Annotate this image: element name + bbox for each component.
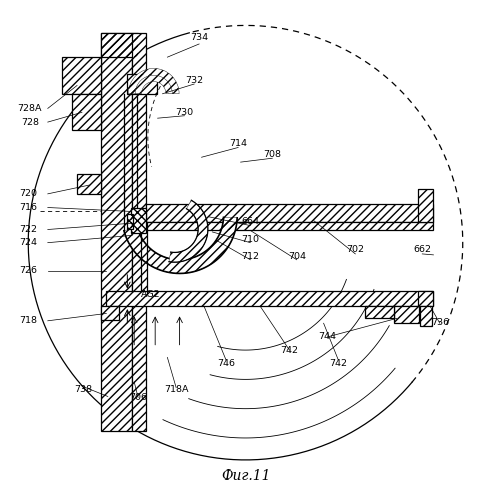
Text: 714: 714 bbox=[229, 139, 247, 148]
Text: 718: 718 bbox=[19, 316, 37, 326]
Text: Фиг.11: Фиг.11 bbox=[221, 468, 270, 482]
Text: 728: 728 bbox=[21, 118, 39, 126]
Bar bbox=[146, 222, 434, 230]
Text: 708: 708 bbox=[263, 150, 281, 160]
Bar bbox=[418, 189, 434, 222]
Bar bbox=[102, 32, 138, 57]
Text: 736: 736 bbox=[431, 318, 449, 327]
Text: 722: 722 bbox=[19, 225, 37, 234]
Text: 738: 738 bbox=[74, 384, 92, 394]
Text: 728A: 728A bbox=[18, 104, 42, 113]
Text: 742: 742 bbox=[329, 359, 347, 368]
Text: 702: 702 bbox=[346, 246, 364, 254]
Bar bbox=[394, 306, 419, 323]
Bar bbox=[127, 214, 133, 229]
Bar bbox=[365, 306, 394, 318]
Bar bbox=[107, 292, 434, 306]
Bar bbox=[146, 204, 434, 222]
Bar bbox=[131, 208, 146, 233]
Bar bbox=[132, 32, 146, 430]
Text: 664: 664 bbox=[242, 217, 259, 226]
Text: 734: 734 bbox=[190, 33, 208, 42]
Bar bbox=[107, 292, 434, 306]
Bar bbox=[418, 292, 434, 306]
Bar bbox=[146, 204, 434, 222]
Bar bbox=[62, 57, 102, 94]
Text: 716: 716 bbox=[19, 203, 37, 212]
Text: 730: 730 bbox=[175, 108, 193, 117]
Bar bbox=[102, 32, 138, 57]
Bar bbox=[77, 174, 102, 194]
Text: 704: 704 bbox=[288, 252, 306, 261]
Bar bbox=[102, 306, 118, 320]
Bar bbox=[420, 306, 433, 326]
Wedge shape bbox=[124, 218, 237, 274]
Bar bbox=[127, 214, 133, 229]
Bar bbox=[141, 222, 147, 292]
Bar bbox=[141, 222, 147, 292]
Text: 744: 744 bbox=[319, 332, 336, 342]
Bar bbox=[146, 222, 434, 230]
Text: 712: 712 bbox=[242, 252, 259, 261]
Text: 742: 742 bbox=[280, 346, 299, 354]
Bar bbox=[127, 74, 157, 94]
Bar bbox=[365, 306, 394, 318]
Bar bbox=[72, 94, 102, 130]
Bar bbox=[127, 74, 157, 94]
Text: 746: 746 bbox=[217, 359, 235, 368]
Text: 706: 706 bbox=[129, 393, 147, 402]
Text: 726: 726 bbox=[19, 266, 37, 276]
Bar bbox=[418, 292, 434, 306]
Bar bbox=[72, 94, 102, 130]
Text: 724: 724 bbox=[19, 238, 37, 247]
Bar bbox=[77, 174, 102, 194]
Wedge shape bbox=[135, 75, 172, 94]
Text: 732: 732 bbox=[185, 76, 203, 84]
Wedge shape bbox=[169, 200, 208, 262]
Text: 720: 720 bbox=[19, 190, 37, 198]
Bar bbox=[394, 306, 419, 323]
Text: AG2: AG2 bbox=[140, 290, 160, 300]
Bar bbox=[102, 32, 132, 430]
Text: 710: 710 bbox=[242, 235, 259, 244]
Text: 662: 662 bbox=[413, 246, 431, 254]
Wedge shape bbox=[128, 68, 179, 94]
Bar bbox=[132, 32, 146, 430]
Bar bbox=[102, 32, 132, 430]
Bar bbox=[420, 306, 433, 326]
Bar bbox=[131, 208, 146, 233]
Bar bbox=[418, 189, 434, 222]
Bar bbox=[102, 306, 118, 320]
Bar bbox=[62, 57, 102, 94]
Text: 718A: 718A bbox=[164, 384, 189, 394]
